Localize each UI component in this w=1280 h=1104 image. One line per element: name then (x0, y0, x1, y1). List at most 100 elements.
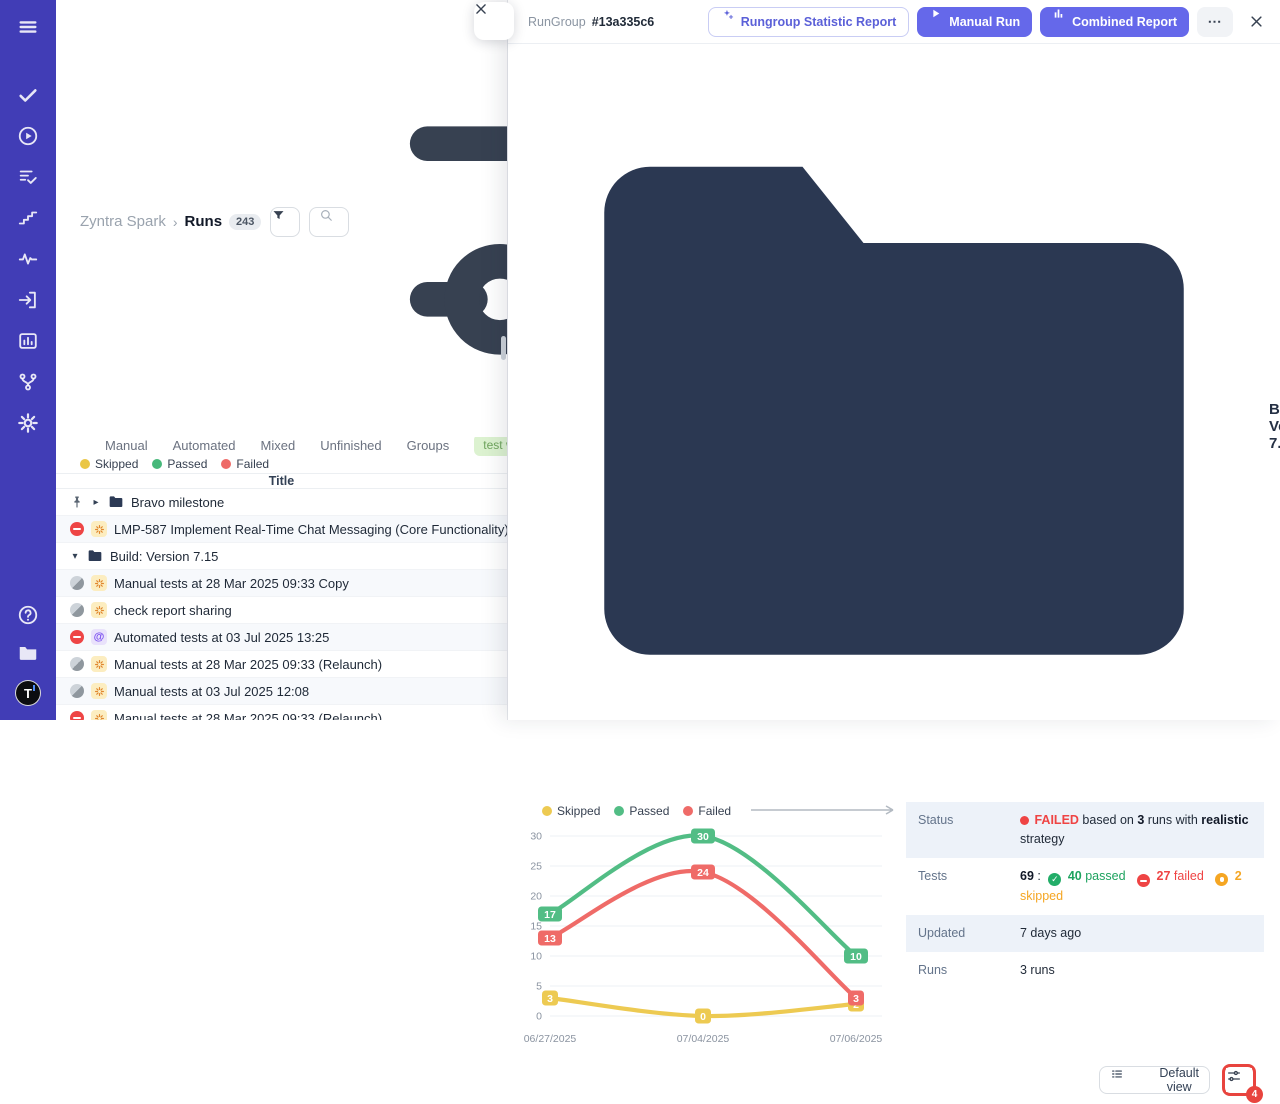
panel-close-button[interactable] (474, 2, 514, 40)
run-title: Manual tests at 28 Mar 2025 09:33 (Relau… (114, 710, 383, 721)
sidebar: T (0, 0, 56, 720)
legend-label: Passed (629, 804, 670, 818)
status-text: runs with (1147, 813, 1198, 827)
play-circle-icon[interactable] (17, 125, 39, 147)
filter-button[interactable] (270, 206, 301, 237)
legend-dot-icon (221, 459, 232, 469)
manual-run-button[interactable]: Manual Run (917, 6, 1033, 37)
gear-icon[interactable] (17, 412, 39, 434)
run-title: Manual tests at 03 Jul 2025 12:08 (114, 683, 310, 699)
pin-icon (70, 495, 84, 509)
enter-icon[interactable] (17, 289, 39, 311)
skipped-count: 2 (1234, 868, 1242, 883)
svg-text:3: 3 (853, 993, 859, 1005)
steps-icon[interactable] (17, 207, 39, 229)
manual-run-icon (91, 656, 107, 672)
title-column-label: Title (268, 474, 295, 488)
run-title: Manual tests at 28 Mar 2025 09:33 Copy (114, 575, 349, 591)
tab-automated[interactable]: Automated (172, 437, 236, 453)
legend-item: Passed (614, 804, 669, 818)
status-label: Status (918, 813, 954, 827)
passed-word: passed (1085, 868, 1126, 883)
runs-count-badge: 243 (229, 213, 262, 230)
folder-row[interactable]: ▾ Build: Version 7.15 (56, 543, 507, 570)
breadcrumb-project[interactable]: Zyntra Spark (80, 213, 166, 230)
more-actions-button[interactable]: ⋯ (1197, 6, 1233, 37)
rungroup-chart-block: Skipped Passed Failed 0 5 10 15 20 25 30 06/27/20… (514, 800, 906, 1052)
activity-icon[interactable] (17, 248, 39, 270)
failed-minus-icon (1137, 874, 1151, 887)
folder-icon (87, 548, 103, 564)
manual-run-icon (91, 602, 107, 618)
tab-mixed[interactable]: Mixed (260, 437, 296, 453)
columns-settings-icon[interactable] (358, 14, 507, 429)
detail-row-tests: Tests 69 : ✓ 40 passed 27 failed 2 skipp… (906, 858, 1264, 915)
svg-text:24: 24 (697, 867, 709, 879)
passed-check-icon: ✓ (1048, 872, 1062, 886)
chevron-right-icon[interactable]: ▸ (93, 496, 99, 508)
legend-item: Failed (221, 457, 269, 471)
menu-icon[interactable] (17, 16, 39, 38)
help-icon[interactable] (17, 604, 39, 626)
tab-groups[interactable]: Groups (406, 437, 450, 453)
svg-text:30: 30 (530, 831, 542, 843)
default-view-label: Default view (1159, 1066, 1199, 1094)
drawer-close-button[interactable] (1249, 14, 1264, 29)
run-row[interactable]: check report sharing (56, 597, 507, 624)
close-icon (474, 2, 514, 40)
breadcrumb-page: Runs (184, 213, 223, 230)
legend-dot-icon (614, 806, 625, 816)
area-chart-legend: Skipped Passed Failed (56, 457, 507, 471)
folder-row[interactable]: ▸ Bravo milestone (56, 489, 507, 516)
filter-tag[interactable]: test work (474, 437, 507, 456)
detail-row-status: Status FAILED based on 3 runs with reali… (906, 802, 1264, 858)
run-row[interactable]: Manual tests at 28 Mar 2025 09:33 Copy (56, 570, 507, 597)
tab-manual[interactable]: Manual (105, 437, 148, 453)
run-row[interactable]: Manual tests at 03 Jul 2025 12:08 (56, 678, 507, 705)
check-icon[interactable] (17, 84, 39, 106)
legend-dot-icon (683, 806, 694, 816)
run-row[interactable]: Manual tests at 28 Mar 2025 09:33 (Relau… (56, 705, 507, 720)
tests-total: 69 (1020, 868, 1034, 883)
line-chart-legend: Skipped Passed Failed (514, 800, 906, 822)
run-row[interactable]: @ Automated tests at 03 Jul 2025 13:25 (56, 624, 507, 651)
sidebar-top (17, 16, 39, 38)
close-icon (1249, 14, 1264, 29)
default-view-button[interactable]: Default view (1098, 1066, 1210, 1094)
run-title: LMP-587 Implement Real-Time Chat Messagi… (114, 521, 507, 537)
sparkles-icon (721, 8, 734, 36)
status-strategy: realistic (1201, 813, 1249, 827)
svg-text:10: 10 (530, 951, 542, 963)
drawer-header: RunGroup #13a335c6 Rungroup Statistic Re… (508, 0, 1280, 44)
rungroup-statistic-report-button[interactable]: Rungroup Statistic Report (707, 6, 910, 37)
tab-unfinished[interactable]: Unfinished (320, 437, 382, 453)
annotation-highlight: 4 (1222, 1064, 1263, 1103)
breadcrumb-separator: › (172, 213, 178, 230)
run-row[interactable]: Manual tests at 28 Mar 2025 09:33 (Relau… (56, 651, 507, 678)
manual-run-icon (91, 710, 107, 720)
search-box[interactable] (309, 206, 350, 237)
legend-item: Skipped (80, 457, 138, 471)
branch-icon[interactable] (17, 371, 39, 393)
run-title: Manual tests at 28 Mar 2025 09:33 (Relau… (114, 656, 383, 672)
folder-icon[interactable] (17, 642, 39, 664)
svg-text:13: 13 (544, 933, 556, 945)
timeline-arrow-icon (751, 804, 901, 819)
detail-row-updated: Updated 7 days ago (906, 914, 1264, 952)
svg-text:5: 5 (536, 981, 542, 993)
updated-value: 7 days ago (1020, 925, 1082, 940)
list-check-icon[interactable] (17, 166, 39, 188)
run-row[interactable]: LMP-587 Implement Real-Time Chat Messagi… (56, 516, 507, 543)
failed-status-icon (70, 522, 84, 536)
rungroup-details: Status FAILED based on 3 runs with reali… (906, 802, 1264, 1052)
runs-label: Runs (918, 962, 948, 977)
scrollbar-thumb[interactable] (501, 336, 506, 360)
unfinished-status-icon (70, 657, 84, 671)
combined-report-button[interactable]: Combined Report (1040, 6, 1189, 37)
detail-row-runs: Runs 3 runs (906, 952, 1264, 989)
user-avatar[interactable]: T (15, 680, 41, 706)
chevron-down-icon[interactable]: ▾ (72, 550, 78, 562)
rungroup-drawer: RunGroup #13a335c6 Rungroup Statistic Re… (508, 0, 1280, 1103)
manual-run-icon (91, 521, 107, 537)
bar-chart-icon[interactable] (17, 330, 39, 352)
